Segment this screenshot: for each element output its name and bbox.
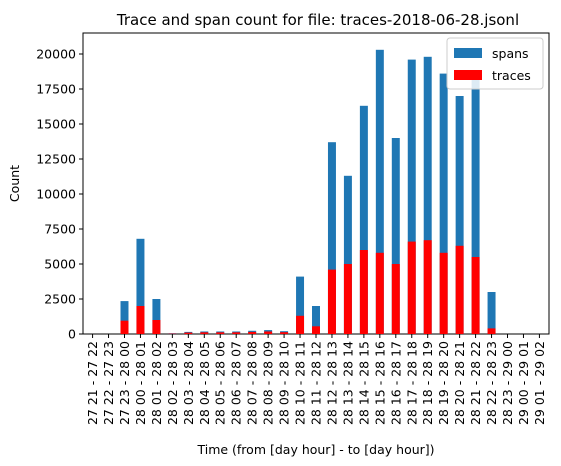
x-tick-label: 28 00 - 28 01 <box>133 341 148 425</box>
spans-bar <box>375 49 384 335</box>
traces-bar <box>327 269 336 334</box>
traces-bar <box>375 252 384 334</box>
traces-bar <box>248 331 257 334</box>
x-tick-label: 28 20 - 28 21 <box>452 341 467 425</box>
y-tick-label: 7500 <box>44 222 76 237</box>
spans-bar <box>407 59 416 334</box>
x-tick-label: 28 15 - 28 16 <box>372 341 387 425</box>
y-tick-label: 10000 <box>36 187 76 202</box>
traces-bar <box>471 257 480 334</box>
traces-bar <box>487 328 496 334</box>
x-tick-label: 28 05 - 28 06 <box>213 341 228 425</box>
legend: spans traces <box>446 37 544 90</box>
x-tick-label: 27 22 - 27 23 <box>101 341 116 425</box>
bars <box>120 49 496 335</box>
y-tick-label: 20000 <box>36 47 76 62</box>
traces-bar <box>343 264 352 334</box>
traces-bar <box>232 332 241 334</box>
spans-bar <box>343 175 352 334</box>
legend-label-spans: spans <box>492 46 529 61</box>
spans-bar <box>327 142 336 334</box>
x-tick-label: 28 10 - 28 11 <box>293 341 308 425</box>
traces-bar <box>296 315 305 334</box>
spans-bar <box>423 56 432 335</box>
y-axis-label: Count <box>7 165 22 202</box>
traces-bar <box>216 332 225 334</box>
legend-swatch-traces <box>454 70 482 80</box>
x-tick-label: 28 22 - 28 23 <box>484 341 499 425</box>
traces-bar <box>120 320 129 334</box>
legend-label-traces: traces <box>492 68 531 83</box>
x-axis-label: Time (from [day hour] - to [day hour]) <box>196 442 434 457</box>
x-tick-label: 27 21 - 27 22 <box>85 341 100 425</box>
y-tick-label: 17500 <box>36 82 76 97</box>
spans-bar <box>359 105 368 334</box>
legend-swatch-spans <box>454 48 482 58</box>
traces-bar <box>312 326 320 334</box>
x-tick-label: 28 07 - 28 08 <box>245 341 260 425</box>
spans-bar <box>439 73 448 334</box>
spans-bar <box>391 138 400 334</box>
x-tick-label: 28 02 - 28 03 <box>165 341 180 425</box>
spans-bar <box>471 79 480 334</box>
x-tick-label: 29 01 - 29 02 <box>532 341 547 425</box>
traces-bar <box>455 245 464 334</box>
y-tick-label: 5000 <box>44 257 76 272</box>
traces-bar <box>359 250 368 334</box>
spans-bar <box>455 96 464 334</box>
traces-bar <box>391 264 400 334</box>
x-tick-label: 28 21 - 28 22 <box>468 341 483 425</box>
x-tick-label: 28 09 - 28 10 <box>277 341 292 425</box>
x-tick-label: 28 19 - 28 20 <box>436 341 451 425</box>
x-tick-label: 29 00 - 29 01 <box>516 341 531 425</box>
x-axis: 27 21 - 27 22 27 22 - 27 23 27 23 - 28 00 2… <box>85 334 547 425</box>
traces-bar <box>152 320 161 334</box>
x-tick-label: 28 06 - 28 07 <box>229 341 244 425</box>
chart-title: Trace and span count for file: traces-20… <box>116 11 519 29</box>
x-tick-label: 28 23 - 29 00 <box>500 341 515 425</box>
x-tick-label: 27 23 - 28 00 <box>117 341 132 425</box>
y-tick-label: 2500 <box>44 292 76 307</box>
x-tick-label: 28 12 - 28 13 <box>324 341 339 425</box>
y-axis: 0 2500 5000 7500 10000 12500 15000 17500 20000 <box>36 47 83 342</box>
traces-bar <box>200 332 209 334</box>
spans-bar <box>152 299 161 334</box>
x-tick-label: 28 08 - 28 09 <box>261 341 276 425</box>
spans-bar <box>487 292 496 334</box>
spans-bar <box>312 306 320 334</box>
traces-bar <box>136 306 145 334</box>
traces-bar <box>184 332 193 334</box>
y-tick-label: 0 <box>68 327 76 342</box>
traces-bar <box>407 241 416 334</box>
x-tick-label: 28 13 - 28 14 <box>340 341 355 425</box>
spans-bar <box>296 276 305 334</box>
x-tick-label: 28 16 - 28 17 <box>388 341 403 425</box>
x-tick-label: 28 11 - 28 12 <box>309 341 324 425</box>
spans-bar <box>120 301 129 334</box>
traces-bar <box>264 331 273 334</box>
x-tick-label: 28 17 - 28 18 <box>404 341 419 425</box>
x-tick-label: 28 03 - 28 04 <box>181 341 196 425</box>
x-tick-label: 28 04 - 28 05 <box>197 341 212 425</box>
y-tick-label: 12500 <box>36 152 76 167</box>
y-tick-label: 15000 <box>36 117 76 132</box>
traces-bar <box>423 240 432 334</box>
x-tick-label: 28 01 - 28 02 <box>149 341 164 425</box>
x-tick-label: 28 14 - 28 15 <box>356 341 371 425</box>
x-tick-label: 28 18 - 28 19 <box>420 341 435 425</box>
traces-bar <box>280 332 289 334</box>
traces-bar <box>439 252 448 334</box>
spans-bar <box>136 238 145 334</box>
